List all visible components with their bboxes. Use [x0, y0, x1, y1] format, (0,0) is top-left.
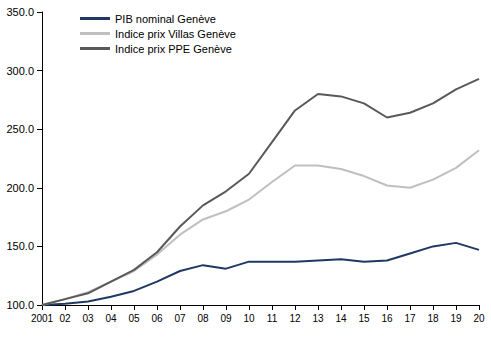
svg-text:17: 17: [404, 313, 416, 324]
svg-text:04: 04: [105, 313, 117, 324]
svg-text:19: 19: [450, 313, 462, 324]
svg-text:05: 05: [128, 313, 140, 324]
svg-text:350.0: 350.0: [6, 6, 34, 18]
svg-text:Indice prix PPE Genève: Indice prix PPE Genève: [115, 43, 232, 55]
svg-text:10: 10: [243, 313, 255, 324]
svg-text:09: 09: [220, 313, 232, 324]
svg-text:03: 03: [82, 313, 94, 324]
svg-text:15: 15: [358, 313, 370, 324]
svg-text:06: 06: [151, 313, 163, 324]
svg-text:PIB nominal Genève: PIB nominal Genève: [115, 13, 216, 25]
svg-text:Indice prix Villas Genève: Indice prix Villas Genève: [115, 28, 236, 40]
svg-text:200.0: 200.0: [6, 182, 34, 194]
svg-text:2001: 2001: [31, 313, 54, 324]
svg-text:14: 14: [335, 313, 347, 324]
svg-text:13: 13: [312, 313, 324, 324]
svg-text:100.0: 100.0: [6, 299, 34, 311]
svg-text:18: 18: [427, 313, 439, 324]
svg-text:300.0: 300.0: [6, 65, 34, 77]
svg-text:150.0: 150.0: [6, 240, 34, 252]
svg-text:02: 02: [59, 313, 71, 324]
svg-text:16: 16: [381, 313, 393, 324]
svg-text:12: 12: [289, 313, 301, 324]
svg-text:20: 20: [473, 313, 485, 324]
svg-text:11: 11: [267, 313, 278, 324]
svg-text:08: 08: [197, 313, 209, 324]
svg-text:250.0: 250.0: [6, 123, 34, 135]
svg-text:07: 07: [174, 313, 186, 324]
